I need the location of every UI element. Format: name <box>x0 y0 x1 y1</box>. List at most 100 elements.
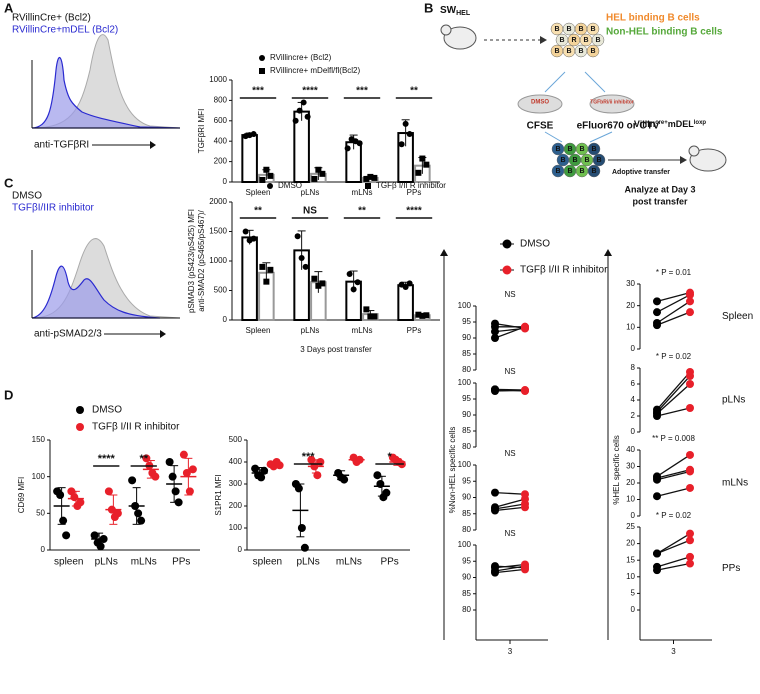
y-tick-label: 0 <box>223 315 228 324</box>
cell-letter: B <box>595 37 600 44</box>
point <box>521 386 529 395</box>
x-tick-label: pLNs <box>301 326 320 335</box>
pair-line <box>494 491 526 495</box>
transfer-label: Adoptive transfer <box>612 169 670 176</box>
point <box>297 524 306 532</box>
y-tick-label: 40 <box>626 445 635 454</box>
point <box>250 131 257 138</box>
point <box>315 282 322 289</box>
y-tick-label: 10 <box>626 572 635 581</box>
arrow-head <box>440 249 448 256</box>
cell-letter: B <box>566 48 571 55</box>
legend-text: RVillincre+ (Bcl2) <box>270 53 332 62</box>
y-tick-label: 90 <box>462 410 471 419</box>
point <box>259 68 265 74</box>
point <box>686 450 694 459</box>
cell <box>587 142 601 156</box>
point <box>402 120 409 127</box>
cell <box>586 44 600 58</box>
pair-line <box>494 322 526 330</box>
panel-label: C <box>4 175 14 190</box>
pair-line <box>656 562 691 571</box>
point <box>686 483 694 492</box>
y-tick-label: 0 <box>223 177 228 186</box>
y-axis-label: CD69 MFI <box>17 477 26 513</box>
cell <box>592 153 606 167</box>
annotation: ** P = 0.008 <box>652 434 695 443</box>
mouse-label: SWHEL <box>440 5 471 17</box>
point <box>686 467 694 476</box>
y-tick-label: 100 <box>458 301 472 310</box>
panel-label: A <box>4 0 14 15</box>
pair-line <box>656 383 691 415</box>
point <box>292 117 299 124</box>
y-tick-label: 90 <box>462 573 471 582</box>
cell <box>586 22 600 36</box>
point <box>344 145 351 152</box>
y-tick-label: 95 <box>462 476 471 485</box>
significance: ** <box>410 86 418 97</box>
point <box>263 166 270 173</box>
point <box>653 475 661 484</box>
point <box>521 503 529 512</box>
point <box>302 263 309 270</box>
analysis-label: Analyze at Day 3 <box>624 184 695 194</box>
point <box>188 465 197 474</box>
dye-label: eFluor670 or CTV <box>577 121 660 132</box>
y-axis-label: pSMAD3 (pS423/pS425) MFI <box>187 209 196 313</box>
cell <box>587 164 601 178</box>
point <box>365 183 371 189</box>
cell-letter: B <box>555 168 560 175</box>
point <box>367 313 374 320</box>
row-label: PPs <box>722 563 740 574</box>
y-tick-label: 200 <box>229 501 243 510</box>
y-tick-label: 50 <box>36 508 45 517</box>
y-axis-label: %HEL specific cells <box>612 435 621 505</box>
pair-line <box>494 565 526 572</box>
cell-letter: B <box>572 157 577 164</box>
point <box>423 312 430 319</box>
histogram-curve <box>31 57 181 129</box>
mouse-subscript: HEL <box>456 10 471 17</box>
arrow <box>544 71 566 93</box>
y-tick-label: 85 <box>462 349 471 358</box>
arrow-head <box>150 141 156 149</box>
pair-line <box>494 568 526 574</box>
cell-letter: B <box>579 168 584 175</box>
y-tick-label: 0 <box>238 545 243 554</box>
y-tick-label: 95 <box>462 317 471 326</box>
point <box>686 552 694 561</box>
arrow <box>584 71 606 93</box>
y-tick-label: 300 <box>229 479 243 488</box>
y-tick-label: 100 <box>458 460 472 469</box>
cell-letter: B <box>578 26 583 33</box>
cell-letter: B <box>590 48 595 55</box>
legend-marker <box>76 423 84 431</box>
significance: ** <box>358 206 366 217</box>
point <box>521 565 529 574</box>
y-tick-label: 100 <box>458 540 472 549</box>
cell-letter: B <box>567 168 572 175</box>
group-label: Non-HEL binding B cells <box>606 27 723 38</box>
significance: * <box>387 451 392 463</box>
x-tick-label: mLNs <box>352 326 373 335</box>
x-tick-label: mLNs <box>131 557 157 568</box>
y-axis-label: S1PR1 MFI <box>214 474 223 515</box>
significance: **** <box>406 206 422 217</box>
point <box>371 313 378 320</box>
bar <box>397 284 414 322</box>
recipient-part: mDEL <box>668 119 695 129</box>
y-tick-label: 85 <box>462 589 471 598</box>
bar <box>241 236 258 321</box>
y-tick-label: 0 <box>41 545 46 554</box>
x-tick-label: PPs <box>380 557 398 568</box>
point <box>398 141 405 148</box>
point <box>686 290 694 299</box>
point <box>371 174 378 181</box>
dish-label: DMSO <box>531 100 549 106</box>
point <box>367 173 374 180</box>
pair-line <box>656 487 691 497</box>
point <box>491 506 499 515</box>
point <box>653 549 661 558</box>
y-tick-label: 80 <box>462 605 471 614</box>
